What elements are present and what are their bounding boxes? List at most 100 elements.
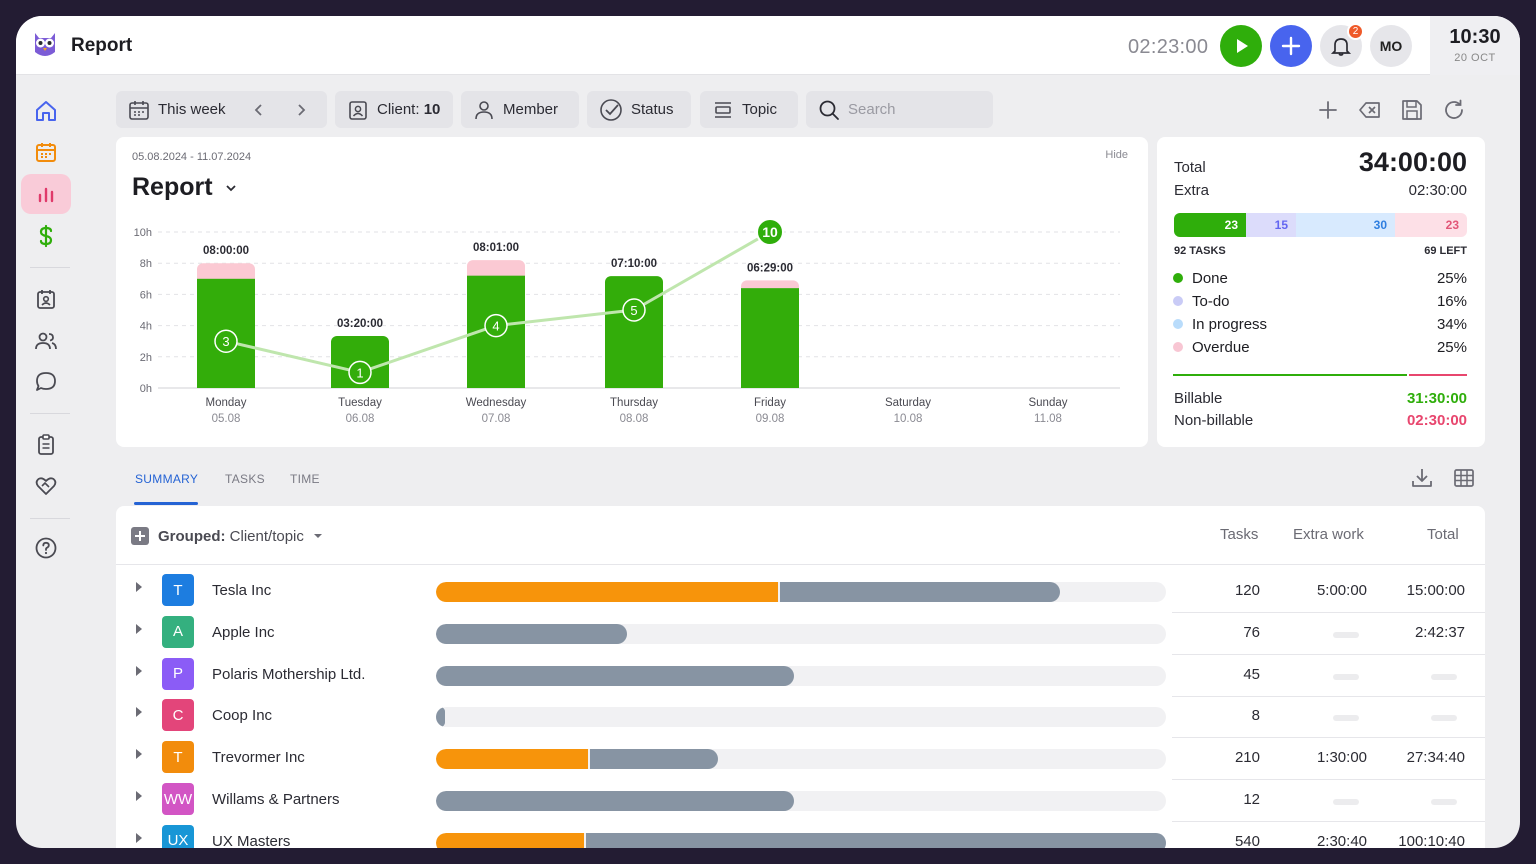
- billable-ratio-bar: [1173, 374, 1407, 376]
- topic-filter-label: Topic: [742, 101, 778, 118]
- sidebar-item-reports[interactable]: [21, 174, 71, 214]
- row-divider: [1172, 779, 1485, 781]
- hide-chart-button[interactable]: Hide: [1105, 149, 1128, 161]
- next-week-button[interactable]: [294, 103, 308, 117]
- top-bar: Report 02:23:00 2 MO 10:30 20 OCT: [16, 16, 1520, 75]
- chat-icon: [36, 372, 56, 391]
- report-title-dropdown[interactable]: Report: [132, 173, 238, 202]
- extra-work-bar: [436, 582, 778, 602]
- summary-table: Grouped: Client/topic Tasks Extra work T…: [116, 506, 1485, 848]
- expand-row-icon[interactable]: [136, 832, 142, 843]
- report-chart-card: 05.08.2024 - 11.07.2024 Hide Report 0h 2h…: [116, 137, 1148, 447]
- client-filter-count: 10: [423, 101, 441, 118]
- column-header-extra-work[interactable]: Extra work: [1293, 526, 1364, 543]
- client-filter[interactable]: Client: 10: [335, 91, 453, 128]
- download-icon[interactable]: [1410, 466, 1434, 490]
- sidebar-item-billing[interactable]: [21, 216, 71, 256]
- sidebar-item-home[interactable]: [21, 91, 71, 131]
- clipboard-icon: [38, 434, 54, 455]
- legend-item: To-do 16%: [1173, 291, 1467, 311]
- sidebar-item-wellbeing[interactable]: [21, 466, 71, 506]
- user-avatar[interactable]: MO: [1370, 25, 1412, 67]
- sidebar-item-schedule[interactable]: [21, 279, 71, 319]
- expand-row-icon[interactable]: [136, 623, 142, 634]
- start-timer-button[interactable]: [1220, 25, 1262, 67]
- status-segment: 23: [1395, 213, 1467, 237]
- clear-filter-icon[interactable]: [1358, 98, 1382, 122]
- table-view-icon[interactable]: [1452, 466, 1476, 490]
- extra-work-cell-empty: [1333, 715, 1359, 722]
- extra-work-cell-empty: [1333, 673, 1359, 680]
- status-filter[interactable]: Status: [587, 91, 691, 128]
- progress-track: [436, 791, 1166, 811]
- sidebar-item-calendar[interactable]: [21, 132, 71, 172]
- clock-time: 10:30: [1449, 26, 1501, 48]
- table-row[interactable]: UX UX Masters 540 2:30:40 100:10:40: [116, 819, 1485, 848]
- search-input[interactable]: Search: [806, 91, 993, 128]
- x-tick-label: Tuesday: [338, 397, 382, 409]
- billable-value: 31:30:00: [1406, 390, 1467, 407]
- table-row[interactable]: C Coop Inc 8: [116, 693, 1485, 735]
- expand-row-icon[interactable]: [136, 791, 142, 801]
- tab-tasks[interactable]: TASKS: [225, 472, 265, 486]
- sidebar: [16, 76, 74, 848]
- notifications-button[interactable]: 2: [1320, 23, 1364, 67]
- tab-summary[interactable]: SUMMARY: [135, 472, 199, 486]
- progress-track: [436, 582, 1166, 602]
- add-button[interactable]: [1270, 25, 1312, 67]
- group-by-label: Grouped: Client/topic: [158, 527, 304, 545]
- table-row[interactable]: T Tesla Inc 120 5:00:00 15:00:00: [116, 568, 1485, 610]
- table-row[interactable]: WW Willams & Partners 12: [116, 777, 1485, 819]
- sidebar-item-chat[interactable]: [21, 362, 71, 402]
- group-by-dropdown[interactable]: Grouped: Client/topic: [130, 526, 324, 546]
- sidebar-item-help[interactable]: [21, 528, 71, 568]
- column-header-total[interactable]: Total: [1427, 526, 1459, 543]
- legend-item: Done 25%: [1173, 268, 1467, 288]
- billable-label: Billable: [1174, 390, 1223, 407]
- save-icon[interactable]: [1400, 98, 1424, 122]
- legend-label: Overdue: [1192, 338, 1250, 356]
- client-filter-label: Client: 10: [377, 101, 441, 118]
- tasks-cell: 8: [1251, 707, 1260, 725]
- member-filter[interactable]: Member: [461, 91, 579, 128]
- report-title: Report: [132, 173, 213, 201]
- client-avatar: C: [162, 699, 194, 732]
- total-cell: 15:00:00: [1406, 582, 1465, 599]
- expand-all-icon[interactable]: [130, 526, 150, 546]
- legend-dot: [1173, 273, 1183, 283]
- sidebar-item-tasks[interactable]: [21, 424, 71, 464]
- client-name: Trevormer Inc: [212, 749, 305, 767]
- expand-row-icon[interactable]: [136, 582, 142, 592]
- client-avatar: WW: [162, 783, 194, 815]
- table-row[interactable]: P Polaris Mothership Ltd. 45: [116, 652, 1485, 694]
- task-count-point: [622, 298, 646, 322]
- work-bar: [436, 791, 794, 811]
- total-cell-empty: [1431, 799, 1457, 805]
- y-tick-label: 10h: [134, 227, 152, 239]
- task-count-label: 3: [222, 334, 229, 349]
- tasks-cell: 120: [1234, 582, 1260, 599]
- column-header-tasks[interactable]: Tasks: [1220, 526, 1259, 543]
- x-tick-label: Sunday: [1028, 397, 1067, 409]
- totals-card: Total 34:00:00 Extra 02:30:00 23 15 30 23 9…: [1157, 137, 1485, 447]
- member-filter-label: Member: [503, 101, 559, 118]
- table-row[interactable]: A Apple Inc 76 2:42:37: [116, 610, 1485, 652]
- x-tick-date: 08.08: [620, 413, 649, 425]
- sidebar-item-team[interactable]: [21, 321, 71, 361]
- previous-week-button[interactable]: [252, 103, 266, 117]
- work-bar: [436, 707, 445, 728]
- refresh-icon[interactable]: [1442, 98, 1466, 122]
- add-filter-icon[interactable]: [1316, 98, 1340, 122]
- client-avatar: T: [162, 741, 194, 774]
- expand-row-icon[interactable]: [136, 665, 142, 676]
- extra-work-bar: [436, 749, 588, 770]
- extra-label: Extra: [1174, 182, 1210, 199]
- tab-time[interactable]: TIME: [290, 472, 320, 486]
- task-count-label: 10: [762, 224, 778, 240]
- table-row[interactable]: T Trevormer Inc 210 1:30:00 27:34:40: [116, 735, 1485, 777]
- expand-row-icon[interactable]: [136, 707, 142, 718]
- topic-filter[interactable]: Topic: [700, 91, 798, 128]
- extra-work-bar: [436, 832, 585, 848]
- expand-row-icon[interactable]: [136, 749, 142, 760]
- week-filter[interactable]: This week: [116, 91, 327, 128]
